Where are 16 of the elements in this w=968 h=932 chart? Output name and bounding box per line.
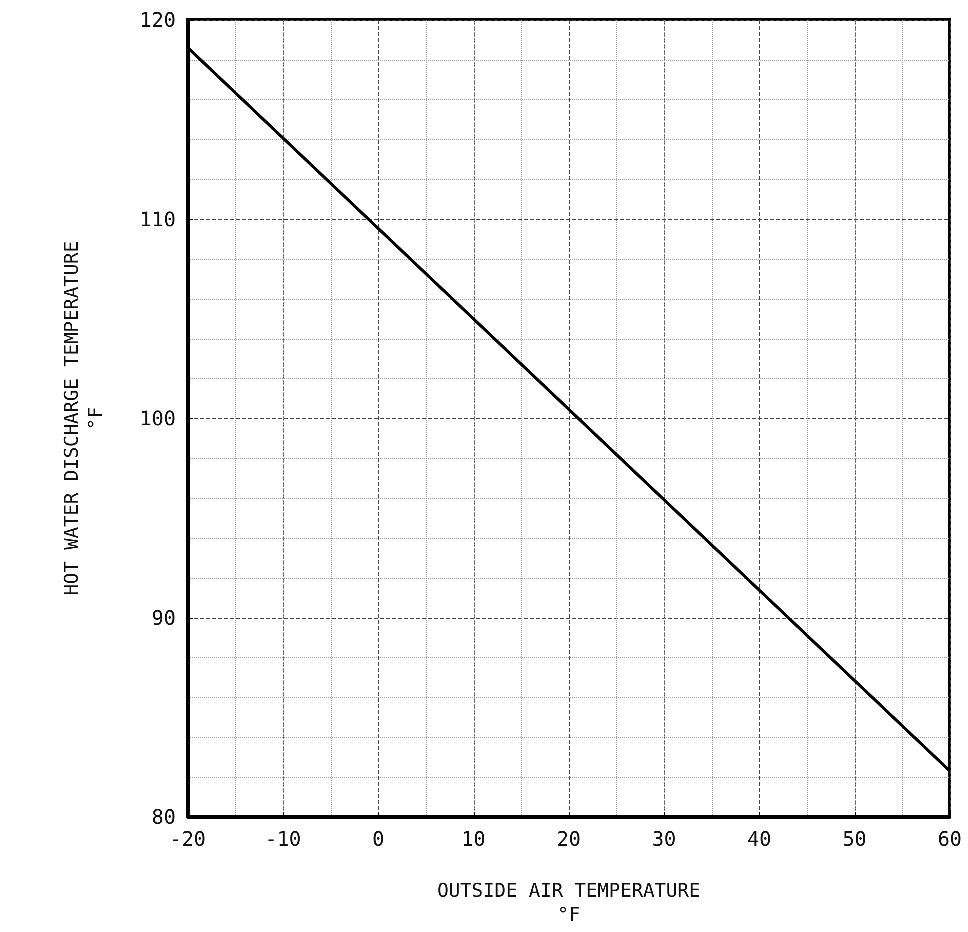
- y-tick-label: 100: [140, 406, 176, 430]
- x-tick-label: 20: [556, 827, 582, 851]
- x-axis-title: OUTSIDE AIR TEMPERATURE °F: [437, 880, 701, 926]
- x-tick-label: 0: [372, 827, 385, 851]
- y-tick-label: 80: [152, 805, 176, 829]
- x-tick-label: 40: [747, 827, 772, 851]
- x-tick-label: 60: [938, 827, 962, 851]
- x-tick-label: -10: [265, 827, 302, 851]
- y-tick-label: 120: [140, 8, 176, 32]
- y-tick-label: 90: [152, 606, 176, 630]
- x-tick-label: -20: [170, 827, 206, 851]
- y-tick-label: 110: [140, 207, 176, 232]
- x-tick-label: 10: [462, 827, 486, 851]
- x-tick-label: 30: [652, 827, 676, 851]
- x-tick-label: 50: [842, 827, 867, 851]
- y-axis-title: HOT WATER DISCHARGE TEMPERATURE °F: [61, 241, 107, 596]
